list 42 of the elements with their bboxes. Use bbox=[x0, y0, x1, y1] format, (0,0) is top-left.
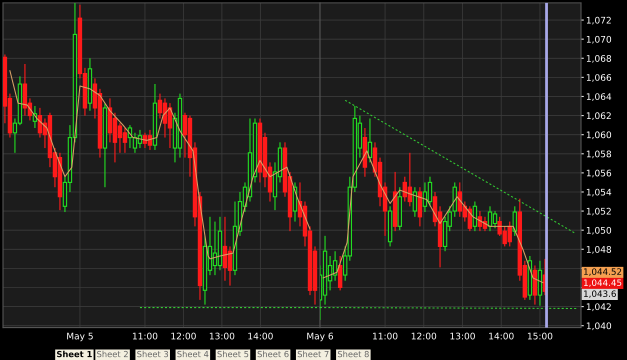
x-tick-label: 14:00 bbox=[489, 332, 514, 340]
text: Sheet 3 bbox=[137, 350, 168, 358]
y-tick-label: 1,072 bbox=[586, 16, 611, 25]
y-tick-label: 1,050 bbox=[586, 226, 612, 235]
x-tick-label: 15:00 bbox=[528, 332, 552, 340]
candlestick bbox=[452, 182, 457, 218]
candlestick bbox=[338, 255, 342, 291]
text: Sheet 1 bbox=[57, 350, 92, 358]
x-tick-label: May 5 bbox=[67, 332, 93, 342]
text: Sheet 8 bbox=[338, 350, 369, 358]
y-tick-label: 1,066 bbox=[586, 74, 612, 82]
text: Sheet 4 bbox=[177, 350, 208, 358]
x-tick-label: May 6 bbox=[307, 332, 334, 342]
y-tick-label: 1,042 bbox=[586, 303, 611, 312]
text: 1,043.6 bbox=[584, 290, 616, 298]
text: Sheet 6 bbox=[258, 350, 289, 358]
text: Sheet 7 bbox=[298, 350, 329, 358]
candlestick bbox=[412, 186, 418, 218]
text: Sheet 5 bbox=[217, 350, 248, 358]
y-tick-label: 1,054 bbox=[586, 188, 612, 196]
y-tick-label: 1,068 bbox=[586, 55, 612, 63]
y-tick-label: 1,052 bbox=[586, 208, 611, 216]
x-tick-label: 13:00 bbox=[210, 332, 234, 340]
y-tick-label: 1,064 bbox=[586, 93, 612, 101]
text: 1,044.45 bbox=[584, 279, 622, 287]
y-tick-label: 1,062 bbox=[586, 112, 611, 120]
candlestick bbox=[472, 200, 478, 232]
x-tick-label: 14:00 bbox=[248, 332, 273, 340]
text: Sheet 2 bbox=[97, 350, 128, 358]
x-tick-label: 13:00 bbox=[450, 332, 475, 340]
x-tick-label: 12:00 bbox=[412, 332, 436, 340]
text: 1,044.52 bbox=[584, 268, 622, 276]
y-tick-label: 1,056 bbox=[586, 170, 612, 178]
x-tick-label: 12:00 bbox=[171, 332, 196, 340]
y-tick-label: 1,040 bbox=[586, 322, 612, 330]
y-tick-label: 1,058 bbox=[586, 150, 612, 158]
x-tick-label: 11:00 bbox=[373, 332, 398, 340]
y-tick-label: 1,048 bbox=[586, 246, 612, 254]
x-tick-label: 11:00 bbox=[132, 332, 158, 340]
y-tick-label: 1,070 bbox=[586, 36, 612, 44]
y-tick-label: 1,060 bbox=[586, 131, 612, 140]
candlestick bbox=[512, 206, 517, 236]
